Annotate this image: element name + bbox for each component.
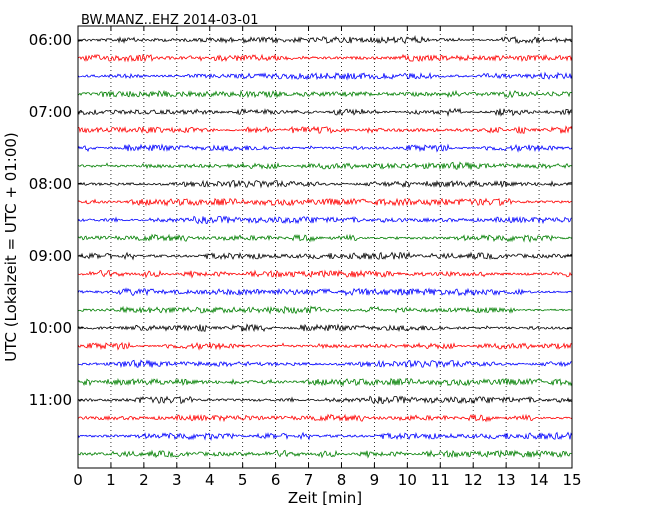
trace-line [77, 179, 573, 189]
y-tick-label: 08:00 [29, 175, 72, 193]
trace-line [77, 377, 573, 387]
trace-line [77, 161, 573, 171]
trace-line [77, 395, 573, 405]
plot-frame [77, 25, 573, 469]
x-tick-label: 4 [205, 471, 215, 489]
trace-line [77, 431, 573, 441]
trace-line [77, 269, 573, 279]
y-tick-label: 06:00 [29, 31, 72, 49]
trace-line [77, 287, 573, 297]
y-tick-label: 10:00 [29, 319, 72, 337]
trace-line [77, 107, 573, 117]
trace-group [77, 35, 573, 459]
x-tick-label: 15 [562, 471, 581, 489]
trace-line [77, 89, 573, 99]
trace-line [77, 359, 573, 369]
trace-line [77, 143, 573, 153]
trace-line [77, 341, 573, 351]
grid-lines [110, 26, 540, 468]
chart-title: BW.MANZ..EHZ 2014-03-01 [81, 13, 259, 28]
x-axis-label: Zeit [min] [288, 489, 362, 507]
x-tick-label: 13 [497, 471, 516, 489]
y-tick-label: 11:00 [29, 391, 72, 409]
trace-line [77, 449, 573, 459]
x-tick-label: 11 [431, 471, 450, 489]
trace-line [77, 71, 573, 81]
y-axis-label: UTC (Lokalzeit = UTC + 01:00) [2, 132, 20, 362]
trace-line [77, 233, 573, 243]
x-tick-label: 0 [73, 471, 83, 489]
x-tick-label: 12 [464, 471, 483, 489]
trace-line [77, 125, 573, 134]
x-tick-label: 2 [139, 471, 149, 489]
x-tick-label: 3 [172, 471, 182, 489]
trace-line [77, 413, 573, 423]
x-tick-label: 5 [238, 471, 248, 489]
y-tick-label: 09:00 [29, 247, 72, 265]
trace-line [77, 305, 573, 315]
trace-line [77, 197, 573, 207]
axis-ticks: 0 1 2 3 4 5 6 7 8 9 10 11 12 13 14 1506:0007:0008:0009:… [29, 26, 582, 489]
x-tick-label: 1 [106, 471, 116, 489]
x-tick-label: 9 [370, 471, 380, 489]
trace-line [77, 323, 573, 333]
x-tick-label: 6 [271, 471, 281, 489]
trace-line [77, 215, 573, 225]
x-tick-label: 10 [398, 471, 417, 489]
trace-line [77, 251, 573, 261]
x-tick-label: 14 [530, 471, 549, 489]
trace-line [77, 35, 573, 45]
y-tick-label: 07:00 [29, 103, 72, 121]
x-tick-label: 7 [304, 471, 314, 489]
trace-line [77, 53, 573, 63]
x-tick-label: 8 [337, 471, 347, 489]
